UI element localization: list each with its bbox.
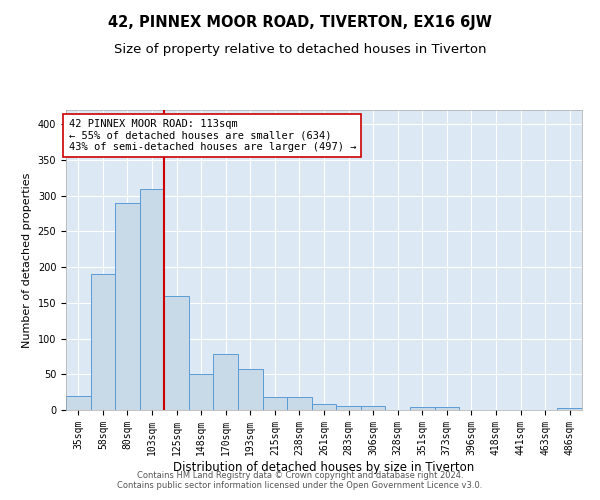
Text: Size of property relative to detached houses in Tiverton: Size of property relative to detached ho… <box>114 42 486 56</box>
Bar <box>91 274 115 410</box>
Text: 42 PINNEX MOOR ROAD: 113sqm
← 55% of detached houses are smaller (634)
43% of se: 42 PINNEX MOOR ROAD: 113sqm ← 55% of det… <box>68 119 356 152</box>
Y-axis label: Number of detached properties: Number of detached properties <box>22 172 32 348</box>
Text: 42, PINNEX MOOR ROAD, TIVERTON, EX16 6JW: 42, PINNEX MOOR ROAD, TIVERTON, EX16 6JW <box>108 15 492 30</box>
Bar <box>410 407 434 410</box>
Bar <box>140 188 164 410</box>
Bar <box>164 296 189 410</box>
Bar <box>434 407 459 410</box>
Bar <box>312 404 336 410</box>
Bar <box>189 374 214 410</box>
Bar <box>263 397 287 410</box>
Bar <box>115 203 140 410</box>
Bar <box>336 406 361 410</box>
Text: Contains HM Land Registry data © Crown copyright and database right 2024.
Contai: Contains HM Land Registry data © Crown c… <box>118 470 482 490</box>
Bar <box>214 354 238 410</box>
Bar <box>361 406 385 410</box>
Bar <box>287 397 312 410</box>
Bar <box>557 408 582 410</box>
Bar <box>66 396 91 410</box>
Bar <box>238 368 263 410</box>
X-axis label: Distribution of detached houses by size in Tiverton: Distribution of detached houses by size … <box>173 460 475 473</box>
